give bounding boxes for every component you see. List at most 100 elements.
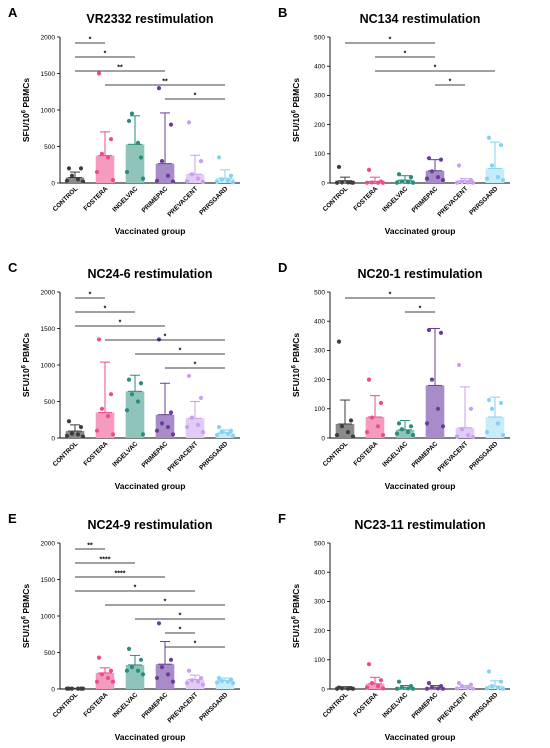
data-point bbox=[336, 339, 342, 344]
bar-ingelvac bbox=[395, 687, 415, 689]
significance-label: * bbox=[119, 320, 122, 327]
y-tick-label: 500 bbox=[44, 144, 55, 151]
data-point bbox=[498, 679, 504, 684]
data-point bbox=[484, 176, 490, 181]
error-bar bbox=[98, 667, 112, 674]
chart-panel-e: E NC24-9 restimulation 0 500 1000 1500 2000 SFU… bbox=[8, 511, 240, 742]
error-bar bbox=[338, 399, 352, 425]
significance-bracket: ** bbox=[75, 65, 165, 72]
data-point bbox=[394, 686, 400, 691]
data-point bbox=[96, 71, 102, 76]
data-point bbox=[230, 681, 236, 686]
significance-label: **** bbox=[100, 557, 111, 564]
error-bar bbox=[128, 654, 142, 666]
y-tick-label: 500 bbox=[44, 650, 55, 657]
y-axis-label: SFU/106 PBMCs bbox=[291, 584, 301, 649]
error-bar bbox=[128, 115, 142, 145]
data-point bbox=[186, 120, 192, 125]
data-point bbox=[380, 686, 386, 691]
data-point bbox=[94, 169, 100, 175]
panel-title: VR2332 restimulation bbox=[86, 12, 213, 26]
bar-prevacent bbox=[185, 679, 205, 689]
bar-prrsgard bbox=[215, 432, 235, 438]
data-point bbox=[168, 410, 174, 415]
category-label: INGELVAC bbox=[381, 440, 409, 468]
data-point bbox=[454, 180, 460, 185]
data-point bbox=[105, 155, 111, 160]
significance-label: * bbox=[89, 37, 92, 44]
data-point bbox=[484, 430, 490, 435]
significance-bracket: * bbox=[165, 93, 225, 100]
chart-panel-f: F NC23-11 restimulation 0 100 200 300 400 500 SF… bbox=[278, 511, 510, 742]
data-point bbox=[470, 686, 476, 691]
significance-label: ** bbox=[87, 543, 93, 550]
significance-bracket: * bbox=[75, 37, 105, 44]
data-point bbox=[396, 421, 402, 426]
data-point bbox=[396, 172, 402, 177]
data-point bbox=[170, 679, 176, 684]
data-point bbox=[154, 675, 160, 681]
data-point bbox=[225, 679, 231, 684]
data-point bbox=[124, 169, 130, 175]
data-point bbox=[369, 681, 375, 686]
data-point bbox=[350, 434, 356, 439]
data-point bbox=[350, 180, 356, 185]
data-point bbox=[165, 173, 171, 178]
significance-label: * bbox=[179, 348, 182, 355]
data-point bbox=[64, 686, 70, 691]
data-point bbox=[336, 164, 342, 170]
data-point bbox=[159, 421, 165, 426]
y-tick-label: 1500 bbox=[41, 577, 56, 584]
bar-prevacent bbox=[455, 427, 475, 438]
panel-title: NC24-6 restimulation bbox=[87, 267, 212, 281]
bar-fostera bbox=[95, 155, 115, 183]
data-point bbox=[375, 683, 381, 689]
category-label: PRIMEPAC bbox=[141, 440, 170, 469]
data-point bbox=[378, 400, 384, 406]
data-point bbox=[195, 422, 201, 427]
data-point bbox=[378, 678, 384, 683]
y-tick-label: 2000 bbox=[41, 289, 56, 296]
data-point bbox=[138, 657, 144, 662]
bar-prevacent bbox=[455, 687, 475, 689]
significance-bracket: * bbox=[75, 585, 195, 592]
y-tick-label: 400 bbox=[314, 319, 325, 326]
data-point bbox=[159, 665, 165, 670]
category-label: CONTROL bbox=[322, 185, 350, 213]
bar-primepac bbox=[425, 170, 445, 183]
data-point bbox=[429, 169, 435, 174]
data-point bbox=[468, 406, 474, 411]
significance-label: **** bbox=[115, 571, 126, 578]
bar-ingelvac bbox=[395, 429, 415, 438]
data-point bbox=[64, 178, 70, 183]
significance-bracket: ** bbox=[105, 79, 225, 86]
significance-bracket: **** bbox=[75, 557, 135, 564]
data-point bbox=[126, 646, 132, 651]
data-point bbox=[399, 179, 405, 184]
panel-letter: B bbox=[278, 5, 287, 20]
bar-control bbox=[335, 180, 355, 183]
data-point bbox=[500, 686, 506, 691]
significance-bracket: * bbox=[135, 613, 225, 620]
category-label: FOSTERA bbox=[352, 440, 379, 467]
data-point bbox=[129, 111, 135, 116]
data-point bbox=[369, 180, 375, 185]
panel-title: NC134 restimulation bbox=[360, 12, 481, 26]
data-point bbox=[80, 179, 86, 184]
data-point bbox=[219, 430, 225, 435]
significance-label: * bbox=[419, 306, 422, 313]
error-bar bbox=[68, 171, 82, 179]
data-point bbox=[228, 173, 234, 178]
panel-letter: F bbox=[278, 511, 286, 526]
data-point bbox=[156, 86, 162, 91]
data-point bbox=[140, 176, 146, 181]
data-point bbox=[399, 685, 405, 690]
panel-title: NC23-11 restimulation bbox=[354, 518, 485, 532]
category-label: PRRSGARD bbox=[198, 440, 229, 471]
data-point bbox=[426, 156, 432, 161]
y-axis-label: SFU/106 PBMCs bbox=[21, 584, 31, 649]
data-point bbox=[189, 415, 195, 420]
data-point bbox=[110, 177, 116, 183]
significance-bracket: * bbox=[75, 320, 165, 327]
data-point bbox=[424, 686, 430, 691]
